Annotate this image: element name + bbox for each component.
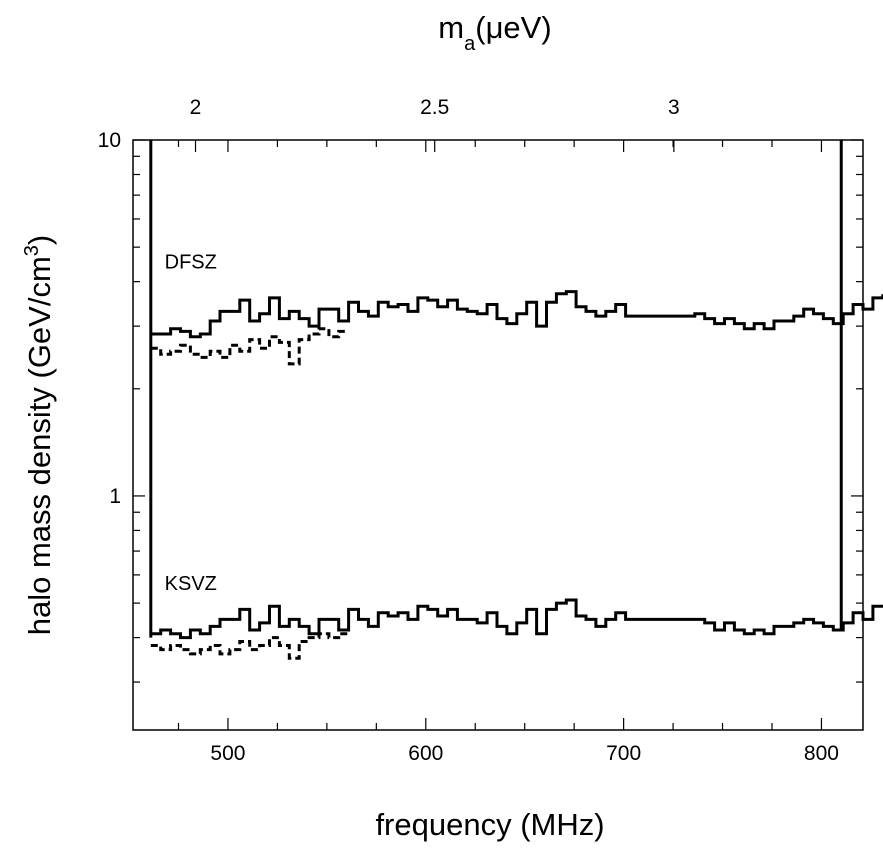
x-tick-label: 800 [804,742,839,765]
x-tick-label: 700 [606,742,641,765]
top-axis-title-main: m [438,10,464,45]
plot-frame [132,139,864,731]
top-axis-title-unit: (μeV) [475,10,551,45]
y-axis-title-main: halo mass density (GeV/cm [22,256,57,635]
annotation-dfsz: DFSZ [165,252,217,274]
series-solid-0 [150,290,883,339]
x-tick-label: 500 [210,742,245,765]
y-axis-title-sup: 3 [21,245,43,256]
series-dashed-1 [150,327,349,366]
x-axis-title: frequency (MHz) [375,807,604,842]
y-axis-title-close: ) [22,235,57,245]
labels-layer: 500 600 700 800 1 10 2 2.5 3 DFSZ KSVZ [98,96,839,765]
y-tick-label: 1 [109,485,121,508]
top-tick-label: 2.5 [420,96,449,119]
series-dashed-3 [150,632,349,660]
series-layer [149,140,883,660]
y-axis-title: halo mass density (GeV/cm3) [21,235,57,635]
top-tick-label: 3 [668,96,680,119]
y-tick-label: 10 [98,129,121,152]
annotation-ksvz: KSVZ [165,573,217,595]
top-axis-title-sub: a [464,33,476,55]
top-tick-label: 2 [190,96,202,119]
series-solid-2 [150,598,883,640]
top-axis-title: ma(μeV) [438,10,551,55]
ticks [133,139,863,730]
x-tick-label: 600 [408,742,443,765]
